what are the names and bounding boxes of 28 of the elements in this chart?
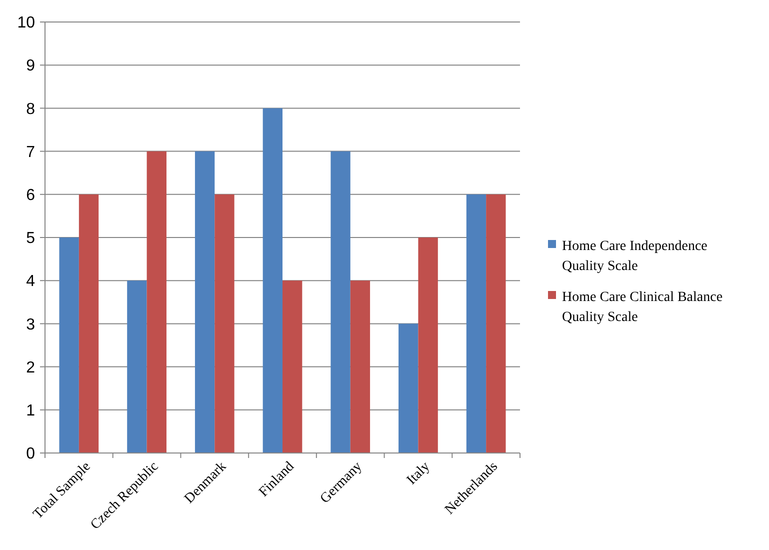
y-tick-label: 8 (26, 100, 36, 118)
bar (127, 280, 147, 453)
y-tick-label: 3 (26, 316, 36, 334)
bar (466, 194, 486, 453)
bar (418, 238, 438, 453)
bar (59, 238, 79, 453)
legend-label: Home Care Clinical Balance Quality Scale (562, 290, 723, 325)
y-tick-label: 6 (26, 187, 36, 204)
bar (282, 280, 302, 453)
y-tick-label: 9 (26, 58, 36, 75)
y-tick-label: 2 (26, 359, 36, 376)
bar (214, 194, 234, 453)
bar (262, 108, 282, 453)
y-tick-label: 10 (17, 14, 36, 32)
y-tick-label: 5 (26, 230, 36, 248)
y-tick-label: 0 (26, 446, 36, 463)
y-tick-label: 1 (26, 402, 36, 420)
y-tick-label: 7 (26, 144, 36, 161)
bar (350, 280, 370, 453)
legend-label: Home Care Independence Quality Scale (562, 238, 708, 274)
bar (78, 194, 99, 453)
bar (330, 151, 350, 453)
y-tick-label: 4 (26, 273, 36, 290)
bar (194, 151, 215, 453)
bar (146, 151, 166, 453)
bar (398, 324, 418, 453)
bar (486, 194, 506, 453)
x-tick-label: Italy (404, 459, 434, 488)
